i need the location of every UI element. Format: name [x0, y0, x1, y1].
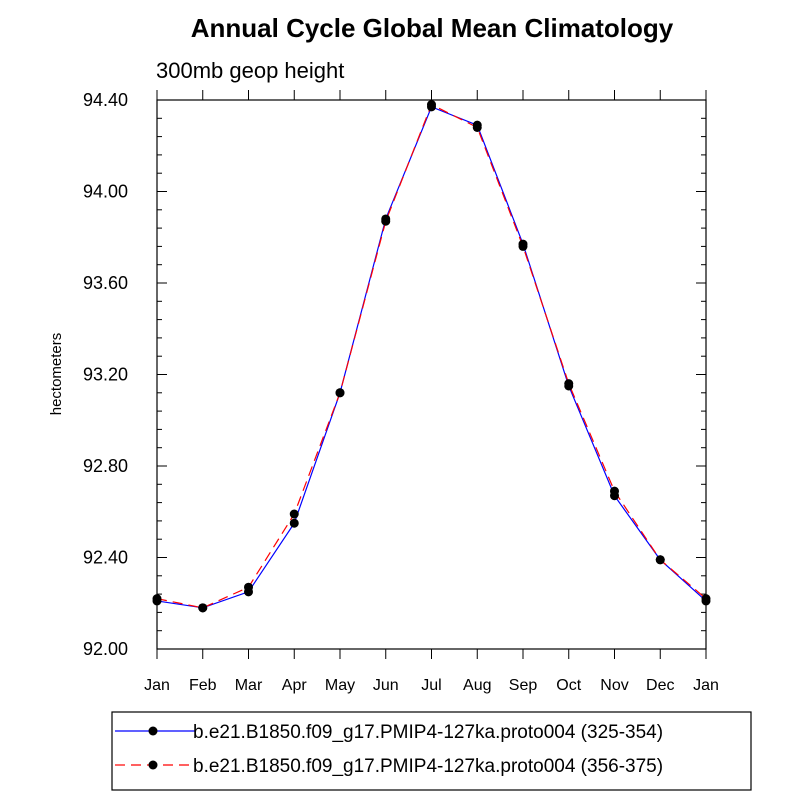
- legend-marker-series-1: [148, 726, 158, 736]
- y-tick-label: 94.40: [83, 90, 128, 110]
- legend-marker-series-2: [148, 760, 158, 770]
- y-tick-label: 92.40: [83, 548, 128, 568]
- plot-frame: [156, 99, 707, 650]
- y-tick-label: 93.60: [83, 273, 128, 293]
- x-tick-label: Oct: [556, 677, 581, 694]
- legend-label-series-1: b.e21.B1850.f09_g17.PMIP4-127ka.proto004…: [193, 722, 663, 743]
- series-2-point: [655, 555, 665, 565]
- x-tick-label: Jan: [693, 677, 719, 694]
- x-tick-label: Nov: [600, 677, 628, 694]
- x-tick-label: Sep: [509, 677, 538, 694]
- axis-ticks: [156, 90, 707, 659]
- y-tick-label: 94.00: [83, 182, 128, 202]
- y-tick-label: 93.20: [83, 365, 128, 385]
- x-tick-labels: Jan Feb Mar Apr May Jun Jul Aug Sep Oct Nov Dec Jan: [144, 677, 719, 694]
- legend-label-series-2: b.e21.B1850.f09_g17.PMIP4-127ka.proto004…: [193, 756, 663, 777]
- series-line-2: [156, 103, 707, 609]
- series-2-point: [427, 100, 436, 110]
- legend: b.e21.B1850.f09_g17.PMIP4-127ka.proto004…: [111, 711, 752, 791]
- x-tick-label: Dec: [646, 677, 674, 694]
- series-2-point: [472, 122, 482, 132]
- y-tick-labels: 92.00 92.40 92.80 93.20 93.60 94.00 94.40: [83, 90, 128, 659]
- x-tick-label: Jun: [373, 677, 399, 694]
- series-2-point: [518, 241, 528, 251]
- series-1-point: [289, 518, 299, 528]
- series-2-point: [198, 603, 208, 613]
- series-2-point: [610, 486, 619, 496]
- series-line-1: [156, 106, 707, 609]
- series-2-point: [289, 509, 299, 519]
- y-axis-label: hectometers: [48, 333, 65, 416]
- series-2-point: [244, 582, 253, 592]
- x-tick-label: Aug: [463, 677, 491, 694]
- x-tick-label: Feb: [189, 677, 217, 694]
- series-2-point: [701, 594, 711, 604]
- legend-box: [111, 711, 752, 791]
- series-2-point: [381, 216, 391, 226]
- series-2-point: [564, 379, 574, 389]
- y-tick-label: 92.00: [83, 639, 128, 659]
- chart-subtitle: 300mb geop height: [156, 58, 344, 83]
- x-tick-label: Jan: [144, 677, 170, 694]
- series-2-point: [152, 594, 162, 604]
- series-layer: [152, 100, 711, 613]
- series-2-point: [335, 388, 345, 398]
- y-tick-label: 92.80: [83, 456, 128, 476]
- x-tick-label: Mar: [235, 677, 263, 694]
- chart-title: Annual Cycle Global Mean Climatology: [191, 13, 674, 43]
- x-tick-label: Apr: [282, 677, 308, 694]
- x-tick-label: Jul: [421, 677, 441, 694]
- x-tick-label: May: [325, 677, 355, 694]
